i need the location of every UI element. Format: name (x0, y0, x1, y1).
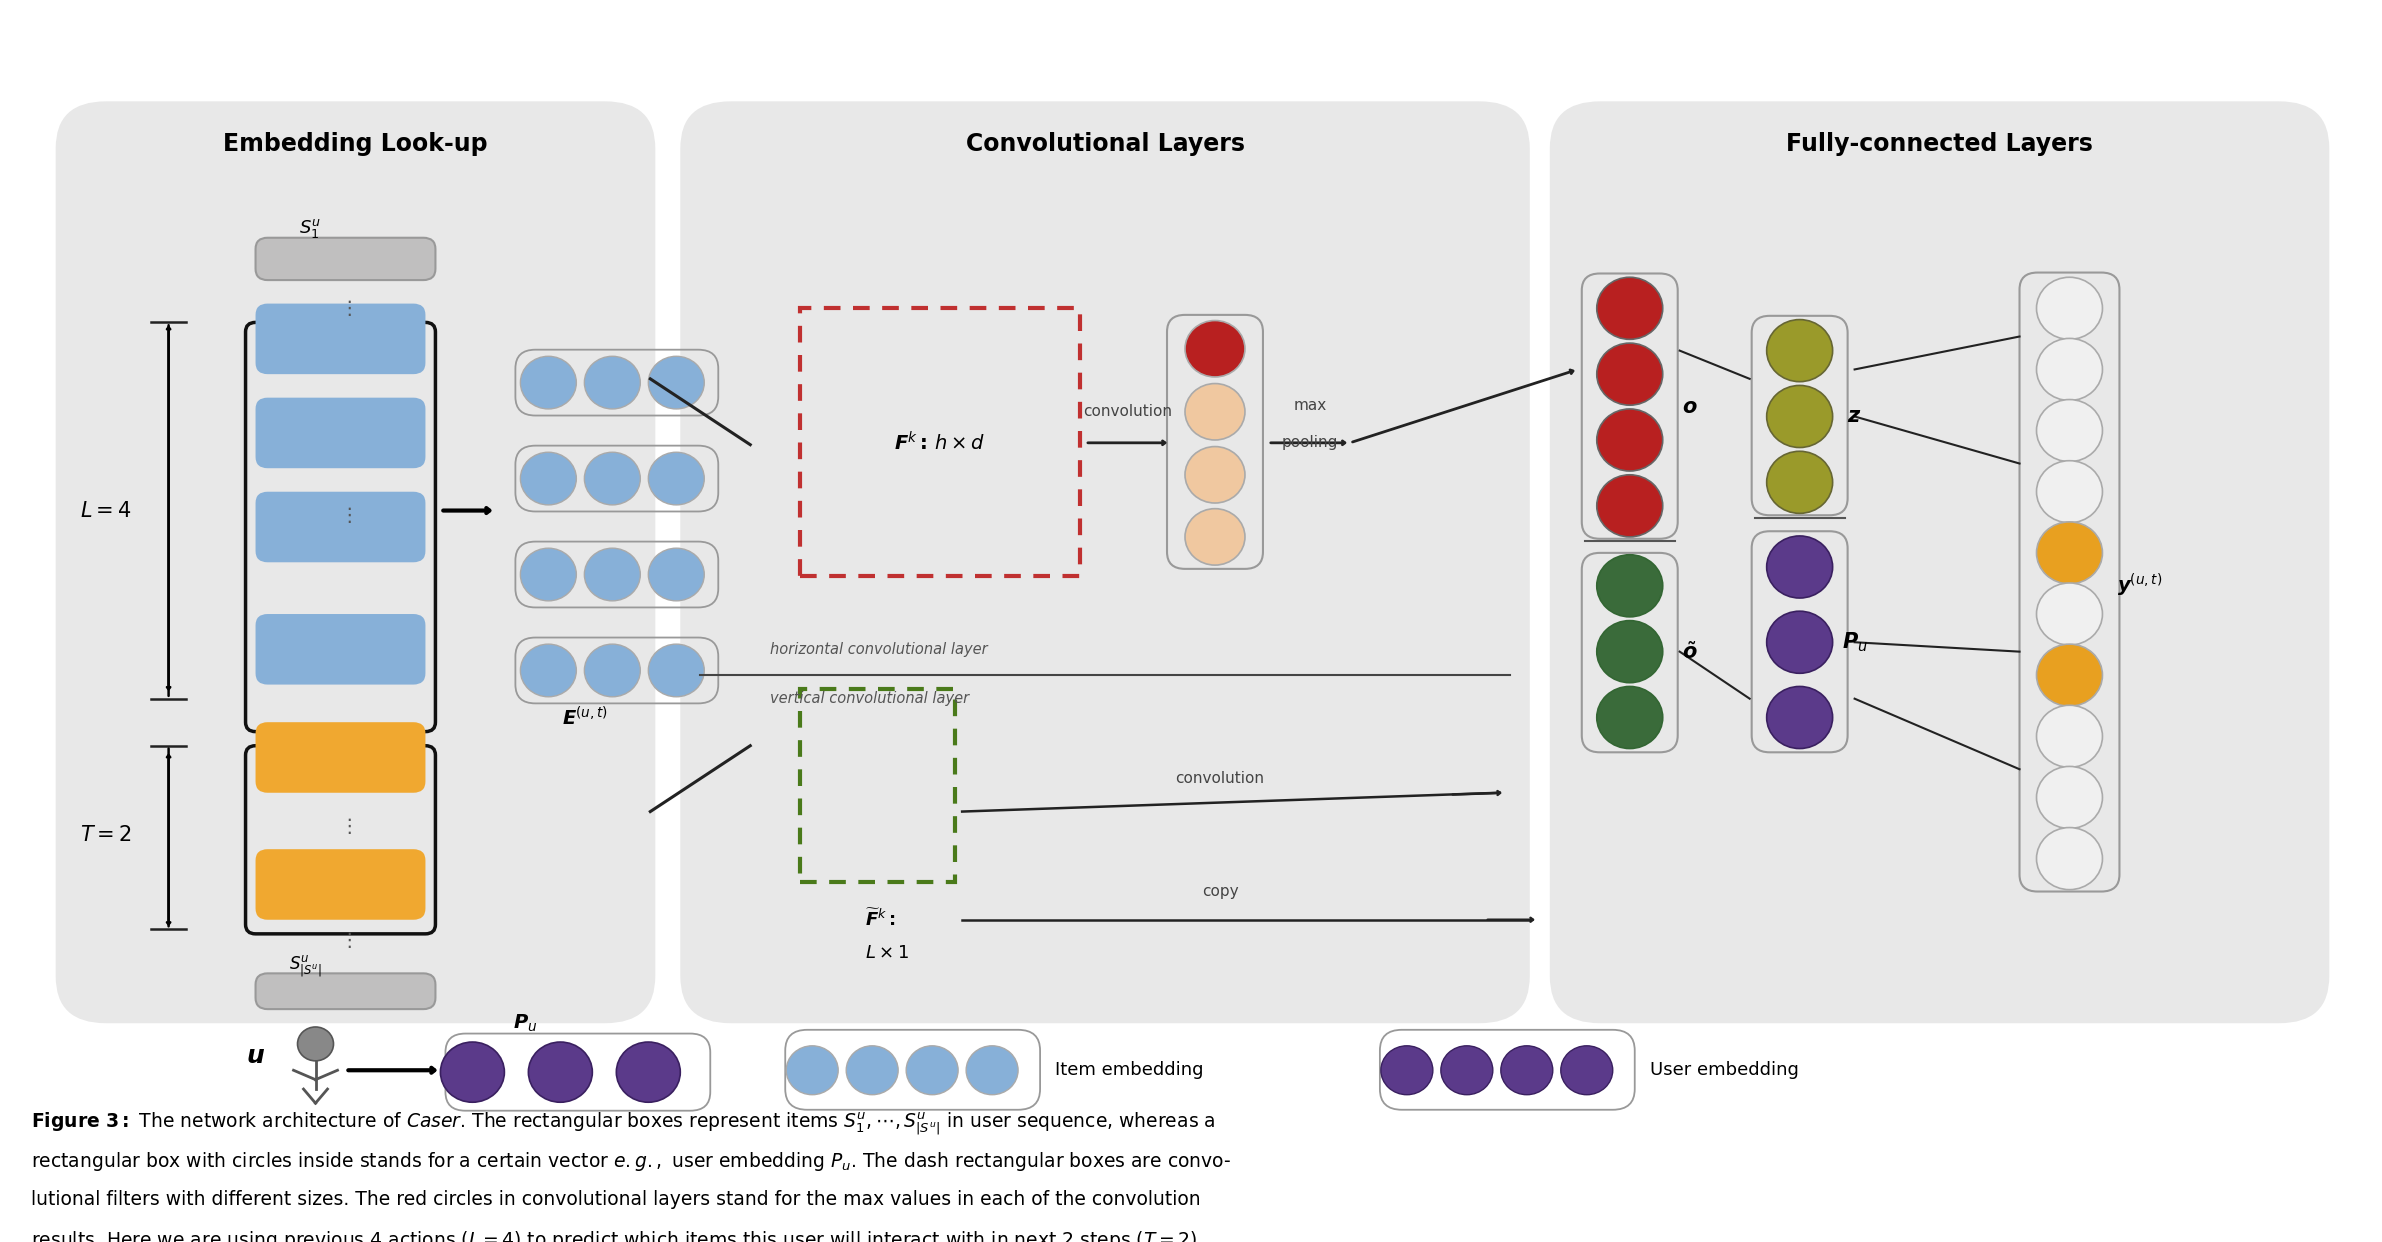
Text: results. Here we are using previous 4 actions ($L = 4$) to predict which items t: results. Here we are using previous 4 ac… (31, 1230, 1203, 1242)
Circle shape (584, 548, 641, 601)
Text: Embedding Look-up: Embedding Look-up (224, 132, 488, 155)
Text: $\widetilde{\boldsymbol{F}}^k\mathbf{:}$: $\widetilde{\boldsymbol{F}}^k\mathbf{:}$ (865, 909, 896, 930)
Circle shape (298, 1027, 333, 1061)
Text: $L = 4$: $L = 4$ (81, 501, 131, 520)
Bar (800, 689, 955, 882)
Circle shape (1767, 611, 1832, 673)
Text: $L \times 1$: $L \times 1$ (865, 944, 910, 961)
Text: lutional filters with different sizes. The red circles in convolutional layers s: lutional filters with different sizes. T… (31, 1190, 1201, 1208)
FancyBboxPatch shape (255, 614, 426, 684)
Text: $\vdots$: $\vdots$ (338, 298, 353, 318)
Text: convolution: convolution (1084, 405, 1172, 420)
Circle shape (1596, 621, 1663, 683)
Circle shape (905, 1046, 958, 1094)
Circle shape (648, 645, 705, 697)
Text: $\tilde{\boldsymbol{o}}$: $\tilde{\boldsymbol{o}}$ (1682, 641, 1698, 662)
Text: vertical convolutional layer: vertical convolutional layer (769, 692, 969, 707)
Circle shape (529, 1042, 593, 1102)
Text: Item embedding: Item embedding (1055, 1061, 1203, 1079)
FancyBboxPatch shape (255, 237, 436, 281)
Text: User embedding: User embedding (1651, 1061, 1798, 1079)
Circle shape (1184, 509, 1246, 565)
Circle shape (519, 645, 576, 697)
FancyBboxPatch shape (681, 102, 1529, 1023)
Circle shape (2037, 338, 2103, 400)
Text: horizontal convolutional layer: horizontal convolutional layer (769, 642, 989, 657)
FancyBboxPatch shape (255, 974, 436, 1009)
Bar (800, 308, 1079, 576)
Circle shape (846, 1046, 898, 1094)
Circle shape (648, 356, 705, 409)
Circle shape (519, 548, 576, 601)
Circle shape (1596, 343, 1663, 405)
Circle shape (1596, 474, 1663, 537)
Text: $\vdots$: $\vdots$ (338, 816, 353, 836)
Circle shape (1767, 319, 1832, 381)
Circle shape (2037, 705, 2103, 768)
Circle shape (584, 356, 641, 409)
FancyBboxPatch shape (1551, 102, 2330, 1023)
Circle shape (519, 452, 576, 505)
Text: $\boldsymbol{P}_u$: $\boldsymbol{P}_u$ (1841, 631, 1867, 655)
Circle shape (2037, 461, 2103, 523)
Text: rectangular box with circles inside stands for a certain vector $\mathit{e.g.,}$: rectangular box with circles inside stan… (31, 1150, 1231, 1174)
Circle shape (1596, 409, 1663, 471)
Text: $\boldsymbol{P}_u$: $\boldsymbol{P}_u$ (512, 1012, 538, 1033)
Circle shape (1184, 384, 1246, 440)
Text: max: max (1293, 397, 1327, 412)
Circle shape (584, 645, 641, 697)
Text: Convolutional Layers: Convolutional Layers (965, 132, 1243, 155)
Circle shape (648, 452, 705, 505)
Circle shape (1596, 277, 1663, 339)
FancyBboxPatch shape (255, 850, 426, 920)
Text: $\boldsymbol{o}$: $\boldsymbol{o}$ (1682, 397, 1698, 417)
Circle shape (2037, 277, 2103, 339)
Text: $\vdots$: $\vdots$ (338, 930, 353, 950)
Text: $\boldsymbol{u}$: $\boldsymbol{u}$ (245, 1045, 264, 1068)
Circle shape (1501, 1046, 1553, 1094)
Circle shape (967, 1046, 1017, 1094)
Circle shape (2037, 400, 2103, 462)
Circle shape (1184, 320, 1246, 378)
FancyBboxPatch shape (55, 102, 655, 1023)
Circle shape (1596, 687, 1663, 749)
Circle shape (1767, 687, 1832, 749)
Circle shape (1767, 537, 1832, 599)
FancyBboxPatch shape (255, 492, 426, 563)
Text: $S_{|S^u|}^u$: $S_{|S^u|}^u$ (288, 954, 322, 980)
Circle shape (1596, 555, 1663, 617)
Circle shape (2037, 645, 2103, 707)
Circle shape (584, 452, 641, 505)
Circle shape (786, 1046, 838, 1094)
Circle shape (2037, 522, 2103, 584)
Circle shape (1767, 451, 1832, 513)
Circle shape (648, 548, 705, 601)
Text: $\boldsymbol{y}^{(u,t)}$: $\boldsymbol{y}^{(u,t)}$ (2118, 573, 2163, 600)
Circle shape (1560, 1046, 1613, 1094)
Circle shape (519, 356, 576, 409)
Circle shape (1382, 1046, 1434, 1094)
Text: $\mathbf{Figure\ 3:}$ The network architecture of $\mathit{Caser}$. The rectangu: $\mathbf{Figure\ 3:}$ The network archit… (31, 1110, 1215, 1138)
Circle shape (2037, 766, 2103, 828)
Text: $T = 2$: $T = 2$ (81, 825, 131, 845)
Text: $\vdots$: $\vdots$ (338, 505, 353, 525)
FancyBboxPatch shape (255, 397, 426, 468)
Circle shape (2037, 827, 2103, 889)
Circle shape (441, 1042, 505, 1102)
Text: $S_1^u$: $S_1^u$ (300, 217, 322, 240)
Text: pooling: pooling (1282, 435, 1339, 451)
Circle shape (1441, 1046, 1494, 1094)
Circle shape (617, 1042, 681, 1102)
Text: $\boldsymbol{E}^{(u,t)}$: $\boldsymbol{E}^{(u,t)}$ (562, 705, 607, 729)
Text: $\boldsymbol{z}$: $\boldsymbol{z}$ (1848, 406, 1863, 426)
FancyBboxPatch shape (255, 303, 426, 374)
Text: $\boldsymbol{F}^k\mathbf{:}\, h \times d$: $\boldsymbol{F}^k\mathbf{:}\, h \times d… (896, 431, 986, 455)
Text: Fully-connected Layers: Fully-connected Layers (1786, 132, 2094, 155)
Text: convolution: convolution (1174, 771, 1265, 786)
Circle shape (1184, 447, 1246, 503)
Circle shape (2037, 582, 2103, 645)
FancyBboxPatch shape (255, 722, 426, 792)
Text: copy: copy (1201, 884, 1239, 899)
Circle shape (1767, 385, 1832, 447)
